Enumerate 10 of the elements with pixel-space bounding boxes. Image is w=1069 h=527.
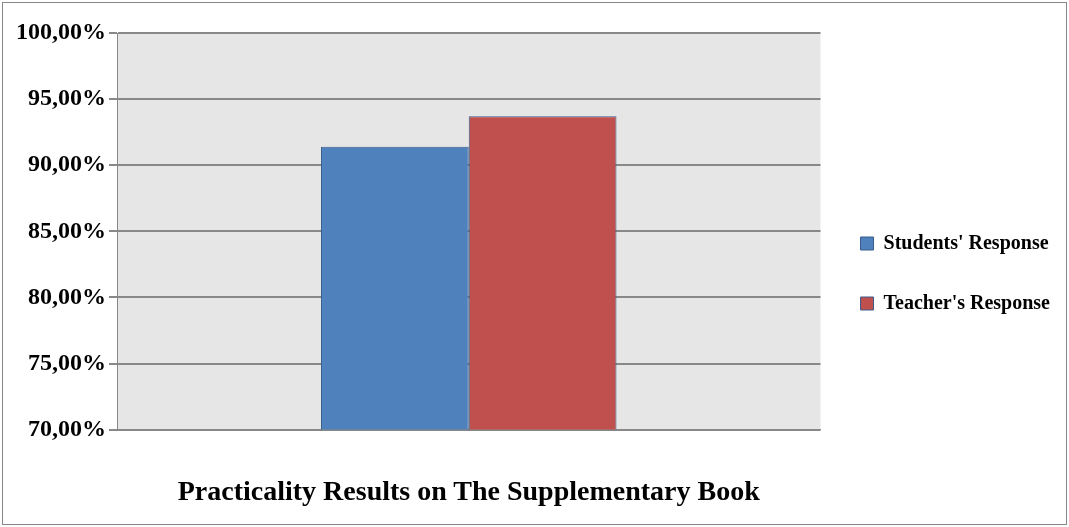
x-axis-title: Practicality Results on The Supplementary Book xyxy=(177,475,761,507)
y-tick-label: 90,00% xyxy=(28,150,106,177)
legend-label: Students' Response xyxy=(883,230,1049,254)
y-tick-label: 70,00% xyxy=(28,414,106,441)
y-tick-label: 100,00% xyxy=(16,18,106,45)
y-tick-label: 75,00% xyxy=(28,348,106,375)
legend-label: Teacher's Response xyxy=(883,290,1051,314)
y-tick-label: 85,00% xyxy=(28,216,106,243)
y-tick-label: 95,00% xyxy=(28,84,106,111)
y-tick-label: 80,00% xyxy=(28,282,106,309)
